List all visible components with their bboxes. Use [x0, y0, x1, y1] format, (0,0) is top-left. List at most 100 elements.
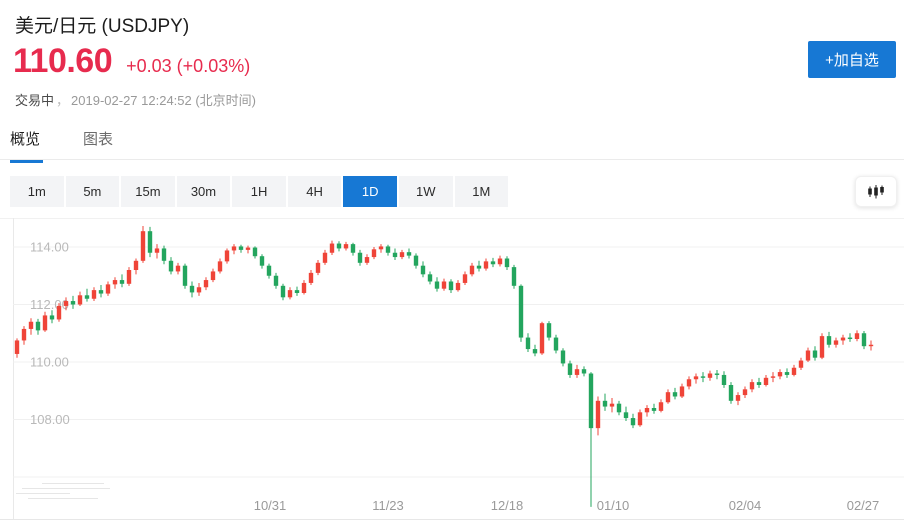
candle-body [343, 244, 349, 249]
interval-button-1m[interactable]: 1m [10, 176, 64, 207]
candle-body [707, 373, 713, 378]
interval-button-30m[interactable]: 30m [176, 176, 231, 207]
interval-button-1W[interactable]: 1W [398, 176, 453, 207]
candle-body [259, 256, 265, 266]
candle-body [322, 252, 328, 263]
candle-body [651, 408, 657, 411]
candle-body [49, 315, 55, 320]
candle-body [728, 385, 734, 401]
interval-button-4H[interactable]: 4H [287, 176, 342, 207]
candle-body [693, 376, 699, 380]
candle-body [378, 246, 384, 250]
candle-body [21, 328, 27, 341]
add-watchlist-button[interactable]: +加自选 [808, 41, 896, 78]
tab-bar: 概览 图表 [10, 128, 113, 163]
candle-body [833, 340, 839, 345]
gridlines [0, 218, 904, 520]
candle-body [448, 281, 454, 291]
candle-body [574, 369, 580, 375]
interval-button-15m[interactable]: 15m [121, 176, 175, 207]
candle-body [588, 373, 594, 429]
x-tick-label: 02/27 [847, 498, 880, 513]
candle-body [273, 275, 279, 286]
y-tick-label: 114.00 [30, 240, 69, 255]
trading-status-row: 交易中， 2019-02-27 12:24:52 (北京时间) [15, 90, 256, 109]
candle-body [518, 285, 524, 338]
candle-body [861, 333, 867, 347]
candle-body [455, 282, 461, 291]
candle-body [504, 258, 510, 268]
candle-body [616, 403, 622, 413]
tab-chart[interactable]: 图表 [83, 131, 114, 148]
price-change: +0.03 (+0.03%) [126, 56, 251, 76]
candle-body [798, 360, 804, 368]
candle-body [280, 285, 286, 298]
candle-body [721, 374, 727, 385]
candle-body [161, 248, 167, 261]
interval-button-1M[interactable]: 1M [454, 176, 509, 207]
candle-body [462, 274, 468, 283]
candle-body [644, 408, 650, 413]
candle-body [763, 377, 769, 385]
trading-status: 交易中 [15, 93, 55, 108]
candle-body [140, 231, 146, 261]
candle-body [112, 280, 118, 285]
candle-body [637, 412, 643, 426]
candle-body [119, 280, 125, 284]
candle-body [217, 261, 223, 272]
interval-button-1H[interactable]: 1H [232, 176, 286, 207]
price-axis-labels: 114.00 112.00 110.00 108.00 [30, 240, 70, 428]
candle-body [196, 287, 202, 293]
candlestick-icon [868, 184, 884, 198]
candle-body [84, 295, 90, 299]
candle-body [420, 265, 426, 275]
candle-body [336, 243, 342, 249]
candle-body [546, 323, 552, 338]
tab-overview[interactable]: 概览 [10, 128, 44, 163]
y-tick-label: 110.00 [30, 355, 69, 370]
chart-watermark [14, 479, 124, 513]
candle-body [224, 250, 230, 262]
candle-body [427, 274, 433, 282]
candle-body [812, 350, 818, 358]
candle-body [308, 272, 314, 283]
candle-body [476, 265, 482, 269]
x-tick-label: 02/04 [729, 498, 762, 513]
candle-body [266, 265, 272, 276]
candle-body [357, 252, 363, 263]
candle-body [406, 252, 412, 256]
candle-body [581, 369, 587, 374]
candle-body [805, 350, 811, 361]
candle-body [371, 249, 377, 258]
x-tick-label: 10/31 [254, 498, 287, 513]
candle-body [56, 305, 62, 320]
candle-body [595, 400, 601, 429]
candle-body [742, 389, 748, 396]
interval-bar: 1m 5m 15m 30m 1H 4H 1D 1W 1M [10, 176, 509, 207]
candle-body [840, 337, 846, 341]
candle-body [399, 252, 405, 258]
y-tick-label: 112.00 [30, 297, 69, 312]
x-tick-label: 01/10 [597, 498, 630, 513]
candle-body [735, 395, 741, 401]
candle-body [315, 262, 321, 273]
candle-body [511, 267, 517, 286]
candle-body [539, 323, 545, 354]
chart-type-button[interactable] [855, 176, 897, 207]
candle-body [819, 336, 825, 358]
candle-body [441, 281, 447, 289]
price-chart[interactable]: 114.00 112.00 110.00 108.00 10/31 11/23 12/18 0… [0, 215, 904, 528]
candle-body [77, 295, 83, 305]
candle-body [686, 379, 692, 387]
candle-body [63, 301, 69, 306]
candle-body [210, 271, 216, 281]
candle-body [700, 376, 706, 378]
x-tick-label: 12/18 [491, 498, 524, 513]
date-axis-labels: 10/31 11/23 12/18 01/10 02/04 02/27 [254, 498, 880, 513]
interval-button-5m[interactable]: 5m [65, 176, 120, 207]
interval-button-1D[interactable]: 1D [343, 176, 397, 207]
candle-body [14, 340, 20, 354]
candle-body [469, 265, 475, 275]
candle-body [623, 412, 629, 419]
